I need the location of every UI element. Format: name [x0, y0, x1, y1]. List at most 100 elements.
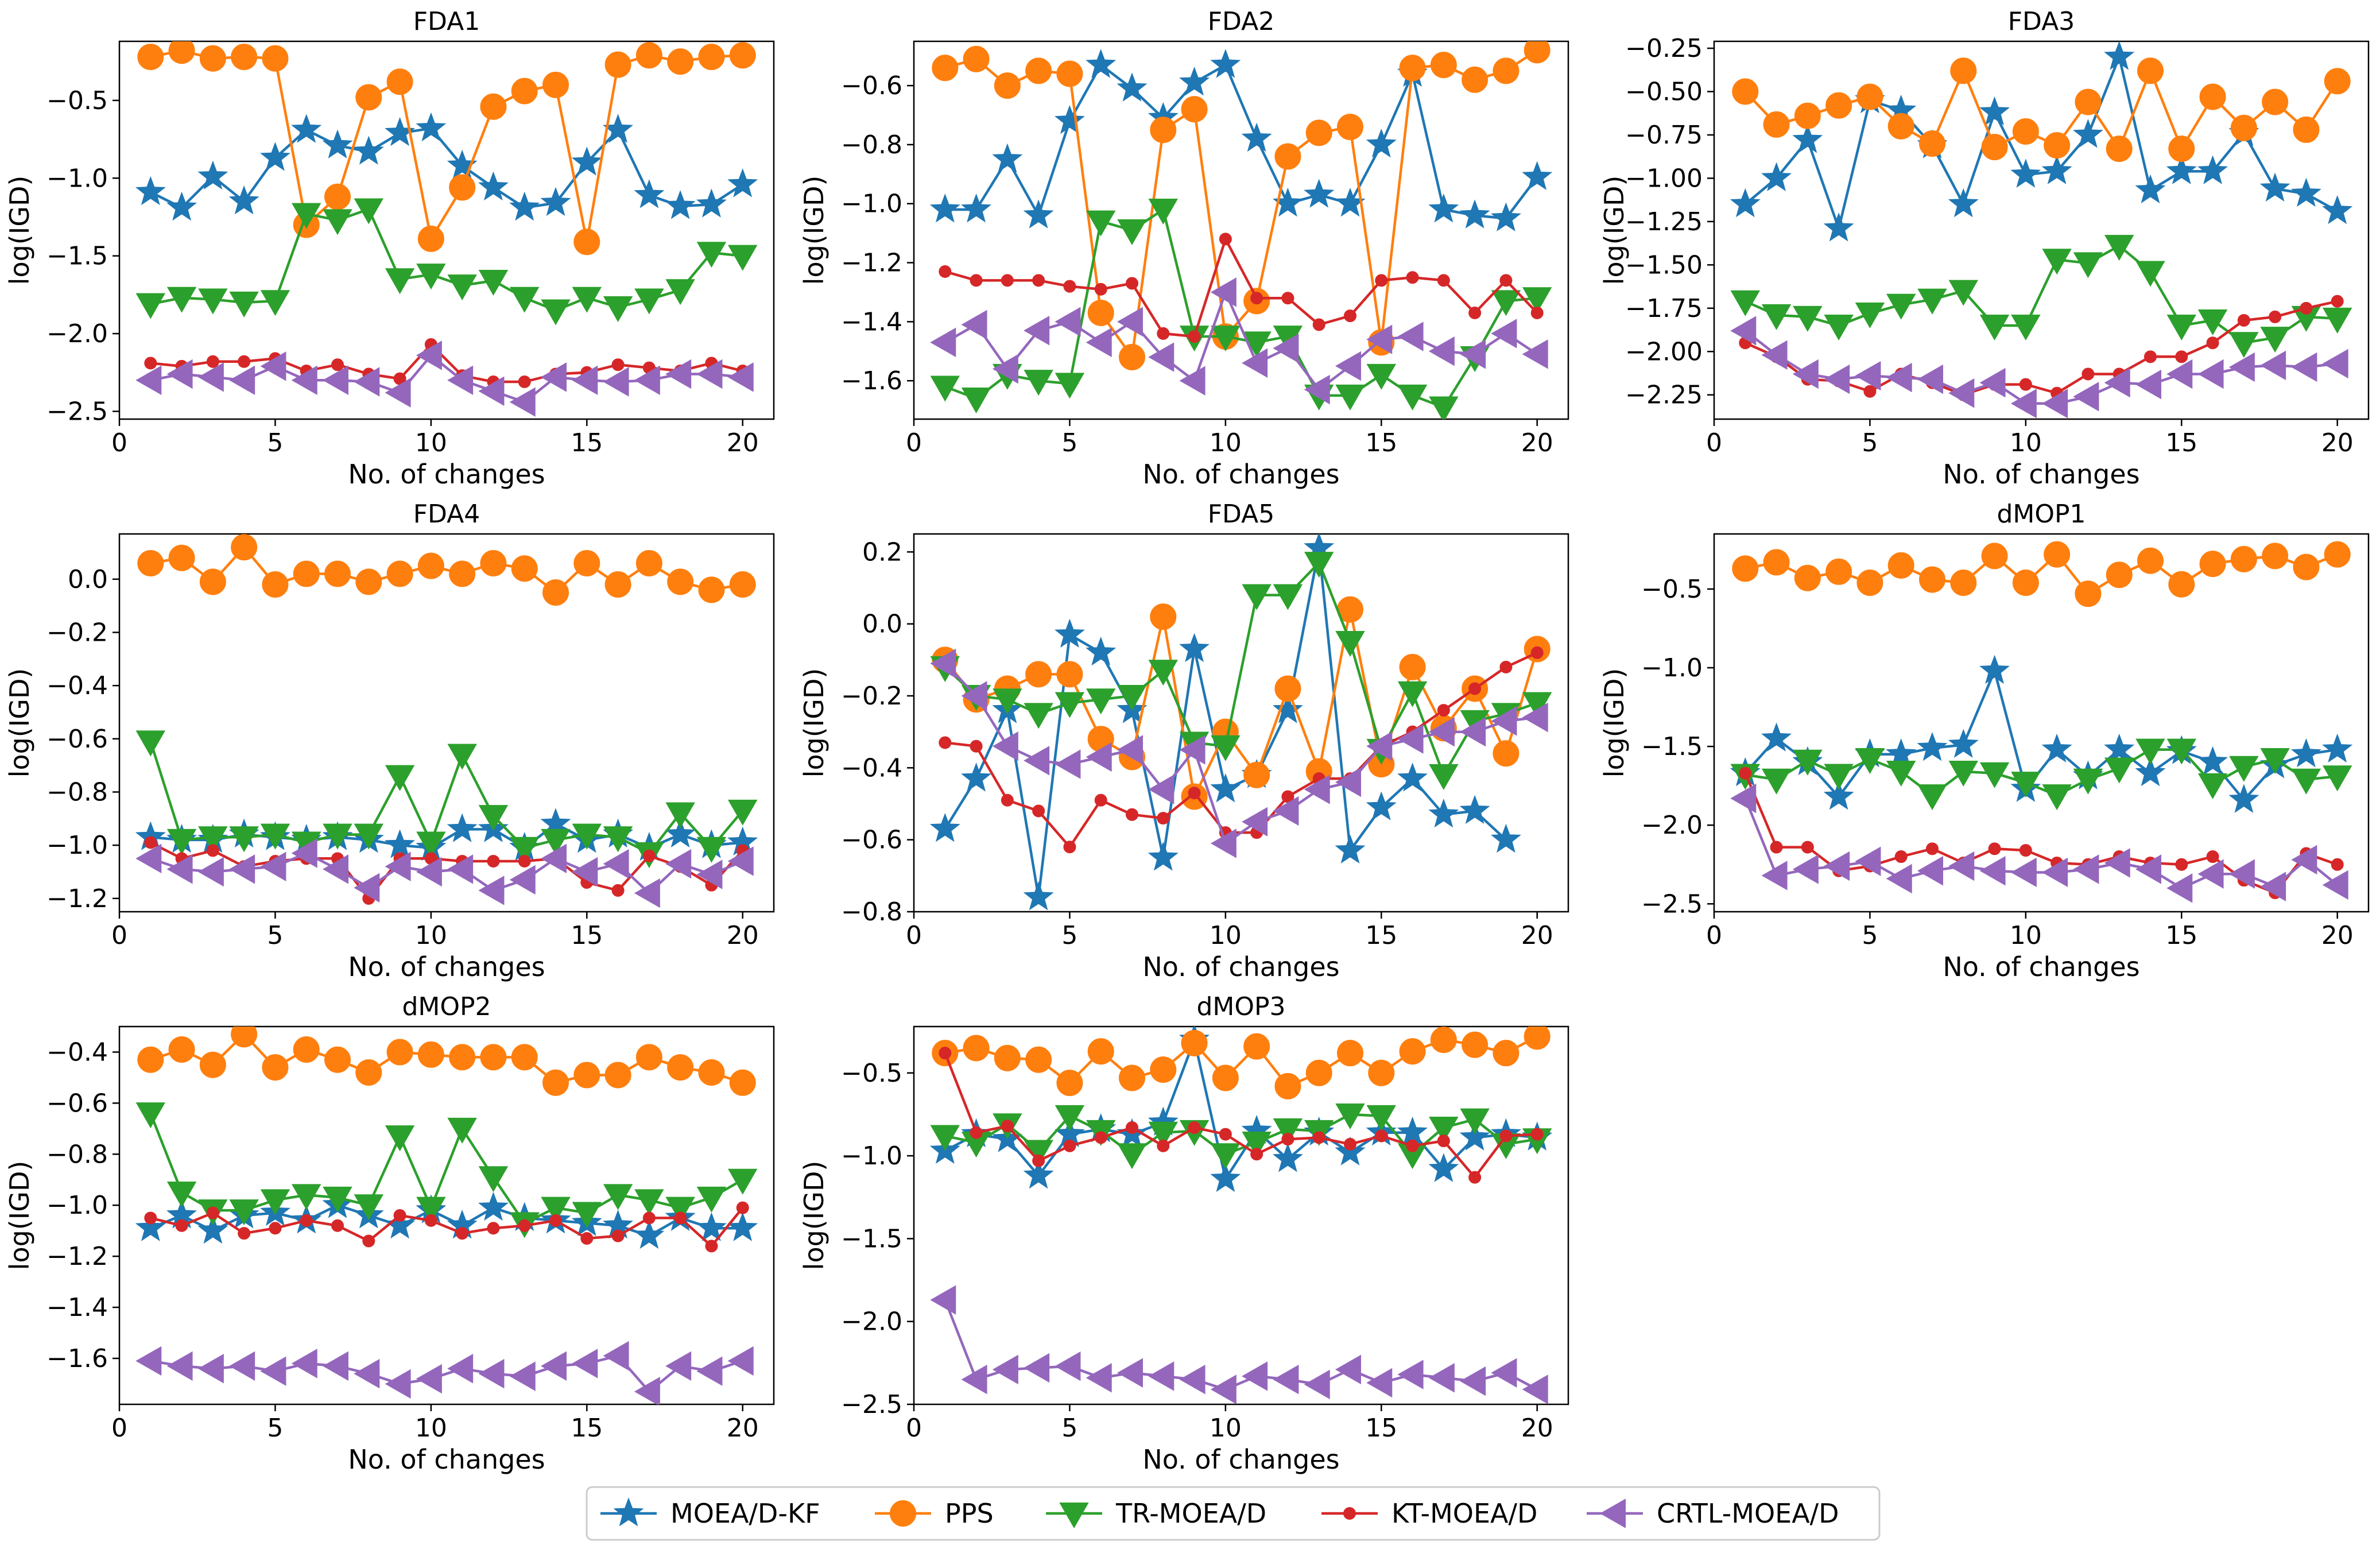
data-point-pps	[963, 1035, 990, 1062]
data-point-crtl-moea-d	[1335, 767, 1361, 797]
data-point-tr-moea-d	[1335, 384, 1365, 411]
data-point-moea-d-kf	[1979, 96, 2010, 126]
data-point-kt-moea-d	[1770, 841, 1783, 854]
data-point-tr-moea-d	[447, 1117, 477, 1144]
data-point-pps	[1493, 740, 1520, 767]
series-crtl-moea-d	[1730, 316, 2348, 419]
data-point-kt-moea-d	[269, 1222, 282, 1235]
data-point-moea-d-kf	[1179, 67, 1210, 96]
data-point-pps	[1794, 102, 1821, 129]
data-point-tr-moea-d	[385, 268, 415, 295]
data-point-crtl-moea-d	[634, 878, 660, 908]
data-point-crtl-moea-d	[166, 359, 193, 389]
data-point-moea-d-kf	[1428, 193, 1459, 223]
x-tick-label: 10	[2010, 428, 2042, 458]
panel-title: dMOP3	[1196, 992, 1285, 1021]
plot-area	[1730, 41, 2353, 419]
data-point-kt-moea-d	[1219, 233, 1232, 246]
data-point-pps	[2230, 114, 2257, 141]
data-point-tr-moea-d	[1211, 735, 1241, 761]
data-point-kt-moea-d	[939, 736, 952, 749]
data-point-pps	[137, 1046, 164, 1073]
data-point-moea-d-kf	[1179, 633, 1210, 663]
data-point-crtl-moea-d	[229, 1351, 255, 1381]
data-point-pps	[2012, 118, 2039, 145]
data-point-crtl-moea-d	[1117, 1358, 1143, 1388]
series-moea-d-kf	[135, 112, 758, 221]
data-point-kt-moea-d	[1530, 1128, 1544, 1141]
data-point-pps	[199, 45, 226, 72]
data-point-pps	[932, 55, 959, 82]
data-point-kt-moea-d	[1437, 1134, 1450, 1148]
data-point-pps	[604, 51, 631, 78]
series-kt-moea-d	[939, 233, 1544, 343]
legend-label: MOEA/D-KF	[670, 1498, 820, 1529]
data-point-tr-moea-d	[2322, 307, 2352, 334]
data-point-moea-d-kf	[509, 191, 540, 221]
data-point-tr-moea-d	[354, 1194, 384, 1221]
series-crtl-moea-d	[930, 1285, 1548, 1404]
data-point-crtl-moea-d	[1117, 735, 1143, 765]
data-point-pps	[1368, 1059, 1395, 1086]
data-point-moea-d-kf	[1086, 636, 1117, 666]
data-point-crtl-moea-d	[1242, 807, 1268, 837]
data-point-crtl-moea-d	[1242, 348, 1268, 378]
x-tick-label: 5	[1862, 428, 1878, 458]
data-point-moea-d-kf	[1304, 179, 1335, 208]
data-point-kt-moea-d	[1406, 1139, 1419, 1152]
data-point-kt-moea-d	[1801, 841, 1814, 854]
data-point-tr-moea-d	[541, 1196, 571, 1223]
panel-dmop1: dMOP1 0 5 10 15 20 −2.5 −2.0 −1.5 −1.0 −0.5 No. of …	[1599, 499, 2370, 982]
data-point-tr-moea-d	[1211, 1143, 1241, 1170]
data-point-crtl-moea-d	[1210, 1374, 1236, 1404]
series-crtl-moea-d	[930, 648, 1548, 858]
data-point-moea-d-kf	[961, 193, 991, 223]
data-point-tr-moea-d	[2011, 315, 2041, 341]
data-point-kt-moea-d	[144, 836, 157, 849]
data-point-kt-moea-d	[1001, 793, 1014, 807]
data-point-pps	[1212, 1064, 1239, 1091]
data-point-kt-moea-d	[1437, 274, 1450, 287]
data-point-pps	[324, 183, 351, 210]
data-point-moea-d-kf	[1366, 791, 1397, 820]
data-point-pps	[604, 1062, 631, 1089]
data-point-pps	[1919, 566, 1945, 593]
data-point-tr-moea-d	[1304, 552, 1334, 578]
data-point-moea-d-kf	[385, 829, 416, 858]
panel-title: FDA1	[413, 7, 480, 36]
data-point-tr-moea-d	[2135, 261, 2165, 287]
data-point-pps	[2262, 543, 2289, 570]
data-point-tr-moea-d	[229, 1199, 259, 1226]
data-point-crtl-moea-d	[1397, 1360, 1424, 1389]
data-point-pps	[1919, 130, 1945, 157]
data-point-kt-moea-d	[1739, 766, 1752, 780]
y-tick-label: −0.4	[841, 753, 902, 783]
data-point-crtl-moea-d	[1792, 359, 1819, 389]
data-point-pps	[635, 549, 662, 576]
data-point-pps	[511, 1044, 538, 1071]
y-tick-label: −1.4	[841, 307, 902, 336]
data-point-moea-d-kf	[2010, 158, 2041, 188]
y-tick-label: 0.0	[862, 610, 902, 639]
data-point-tr-moea-d	[447, 274, 477, 301]
data-point-kt-moea-d	[970, 1126, 983, 1139]
data-point-crtl-moea-d	[603, 367, 629, 397]
data-point-pps	[1493, 1040, 1520, 1067]
x-tick-label: 15	[2165, 921, 2197, 950]
y-tick-label: −1.25	[1625, 207, 1703, 237]
data-point-crtl-moea-d	[1824, 364, 1850, 394]
series-pps	[932, 41, 1551, 371]
data-point-crtl-moea-d	[478, 1358, 505, 1389]
data-point-crtl-moea-d	[1948, 851, 1975, 881]
axes-frame	[118, 1025, 775, 1405]
data-point-crtl-moea-d	[1086, 327, 1112, 358]
data-point-kt-moea-d	[1894, 850, 1908, 864]
data-point-tr-moea-d	[2229, 756, 2259, 782]
data-point-crtl-moea-d	[1491, 706, 1517, 736]
data-point-crtl-moea-d	[135, 843, 162, 874]
data-point-moea-d-kf	[1054, 104, 1085, 134]
data-point-crtl-moea-d	[1117, 307, 1143, 337]
data-point-crtl-moea-d	[1428, 336, 1455, 366]
x-tick-label: 0	[1706, 428, 1722, 458]
data-point-kt-moea-d	[1032, 804, 1045, 818]
